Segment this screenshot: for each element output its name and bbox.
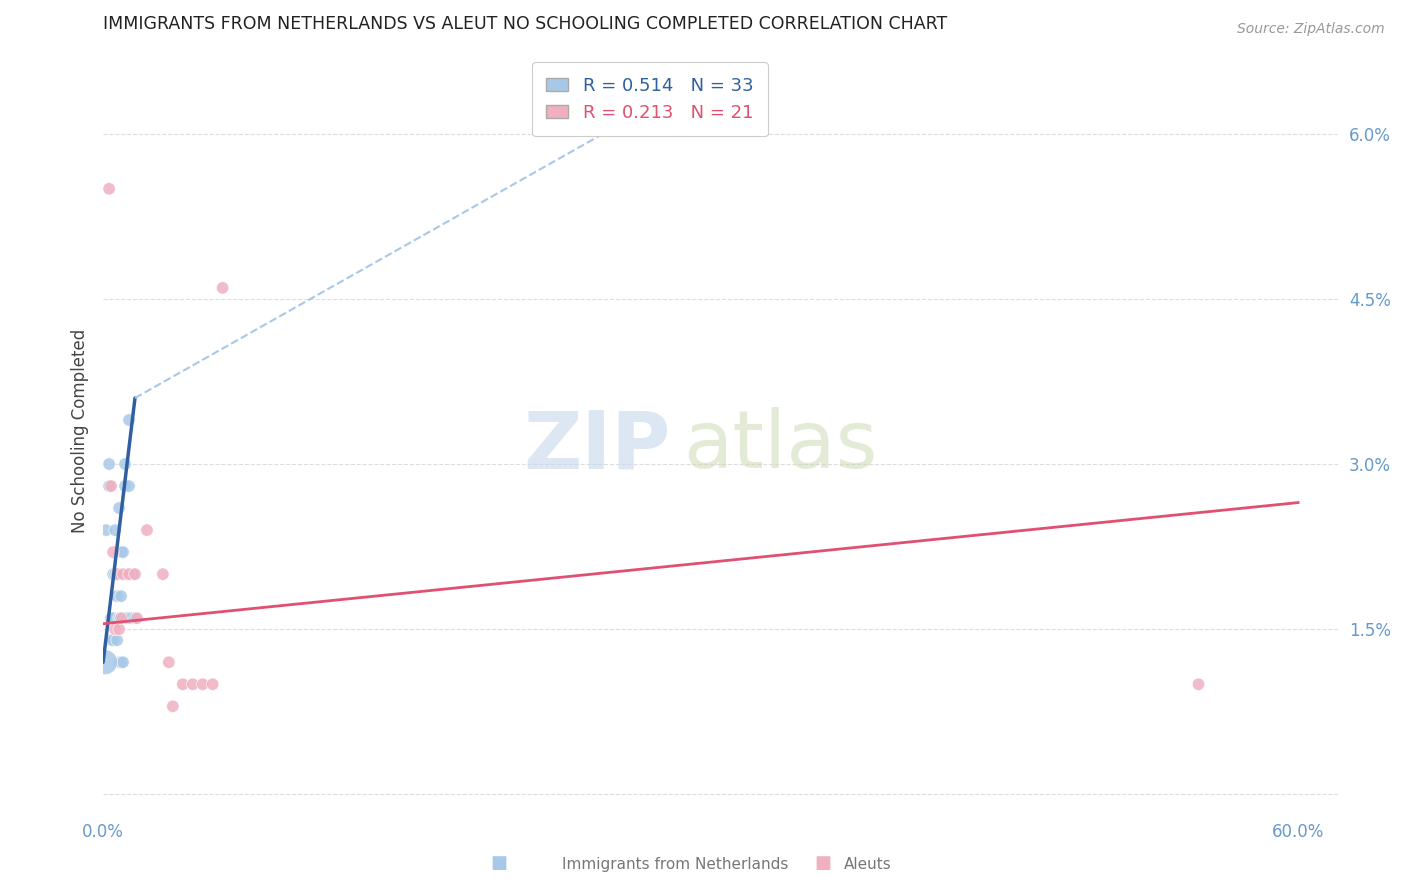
Point <box>105 589 128 603</box>
Point <box>201 677 224 691</box>
Point <box>191 677 214 691</box>
Point <box>101 633 124 648</box>
Point <box>101 567 124 582</box>
Point <box>108 622 131 636</box>
Point <box>124 567 146 582</box>
Point <box>110 545 132 559</box>
Point <box>162 699 184 714</box>
Point <box>94 523 117 537</box>
Point <box>94 655 117 669</box>
Point <box>118 567 141 582</box>
Point <box>112 655 135 669</box>
Point <box>120 567 142 582</box>
Point <box>112 545 135 559</box>
Point <box>112 611 135 625</box>
Point <box>122 567 145 582</box>
Point <box>101 545 124 559</box>
Point <box>181 677 204 691</box>
Text: ■: ■ <box>491 855 508 872</box>
Point <box>108 611 131 625</box>
Point <box>136 523 159 537</box>
Point <box>100 611 122 625</box>
Point <box>104 523 127 537</box>
Point <box>98 457 121 471</box>
Point <box>110 611 132 625</box>
Point <box>1187 677 1209 691</box>
Point <box>112 567 135 582</box>
Text: Source: ZipAtlas.com: Source: ZipAtlas.com <box>1237 22 1385 37</box>
Text: atlas: atlas <box>683 408 877 485</box>
Point <box>118 413 141 427</box>
Point <box>114 457 136 471</box>
Point <box>105 633 128 648</box>
Text: ■: ■ <box>814 855 831 872</box>
Point <box>120 611 142 625</box>
Point <box>211 281 233 295</box>
Point <box>125 611 148 625</box>
Text: IMMIGRANTS FROM NETHERLANDS VS ALEUT NO SCHOOLING COMPLETED CORRELATION CHART: IMMIGRANTS FROM NETHERLANDS VS ALEUT NO … <box>103 15 948 33</box>
Point <box>124 611 146 625</box>
Text: Aleuts: Aleuts <box>844 857 891 872</box>
Point <box>105 567 128 582</box>
Point <box>172 677 194 691</box>
Point <box>104 567 127 582</box>
Point <box>110 589 132 603</box>
Point <box>157 655 180 669</box>
Point <box>100 479 122 493</box>
Point <box>108 501 131 516</box>
Point <box>101 611 124 625</box>
Point <box>115 567 138 582</box>
Point <box>98 182 121 196</box>
Point <box>115 611 138 625</box>
Point <box>104 622 127 636</box>
Point <box>114 479 136 493</box>
Point <box>152 567 174 582</box>
Point <box>118 479 141 493</box>
Point <box>98 479 121 493</box>
Point <box>110 611 132 625</box>
Legend: R = 0.514   N = 33, R = 0.213   N = 21: R = 0.514 N = 33, R = 0.213 N = 21 <box>531 62 768 136</box>
Point <box>100 633 122 648</box>
Text: ZIP: ZIP <box>524 408 671 485</box>
Text: Immigrants from Netherlands: Immigrants from Netherlands <box>562 857 789 872</box>
Y-axis label: No Schooling Completed: No Schooling Completed <box>72 329 89 533</box>
Point <box>110 655 132 669</box>
Point <box>108 655 131 669</box>
